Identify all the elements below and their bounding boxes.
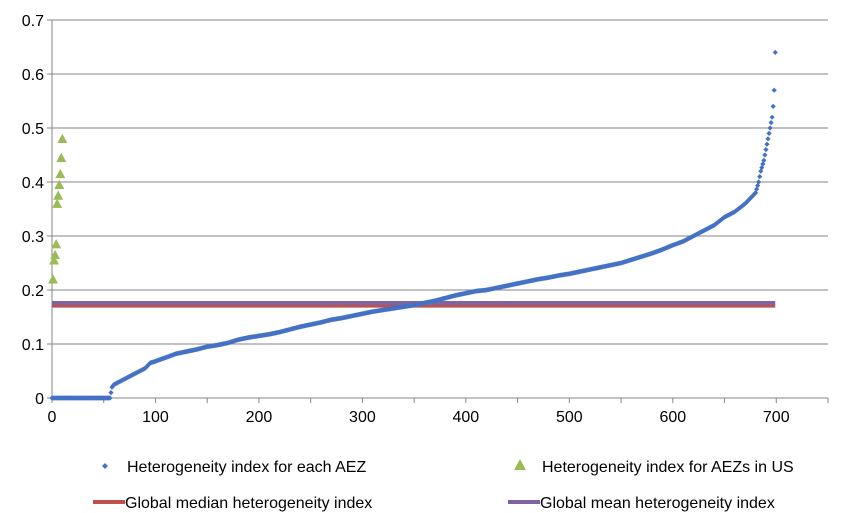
y-tick-labels: 0 0.1 0.2 0.3 0.4 0.5 0.6 0.7 [22, 13, 44, 408]
x-tick-label: 400 [453, 409, 480, 426]
legend-item: Heterogeneity index for each AEZ [102, 459, 366, 476]
data-point [771, 87, 777, 93]
x-tick-label: 100 [142, 409, 169, 426]
y-tick-label: 0.4 [22, 175, 44, 192]
y-tick-label: 0.6 [22, 67, 44, 84]
y-tick-label: 0 [35, 391, 44, 408]
legend-item: Global mean heterogeneity index [508, 495, 775, 512]
gridlines [52, 19, 828, 345]
data-point [48, 274, 59, 284]
series-aez-points [49, 49, 778, 401]
y-tick-label: 0.1 [22, 337, 44, 354]
data-point [49, 255, 60, 265]
data-point [56, 152, 67, 162]
data-point [770, 103, 776, 109]
axes [47, 19, 829, 403]
data-point [752, 190, 759, 196]
data-point [54, 179, 65, 189]
x-tick-label: 200 [246, 409, 273, 426]
legend-item: Heterogeneity index for AEZs in US [514, 459, 794, 476]
data-point [52, 198, 63, 208]
series-layer [48, 49, 778, 401]
data-point [759, 165, 765, 171]
data-point [767, 125, 773, 131]
x-tick-label: 600 [659, 409, 686, 426]
x-tick-label: 300 [349, 409, 376, 426]
data-point [762, 152, 768, 158]
y-tick-label: 0.5 [22, 121, 44, 138]
data-point [768, 120, 774, 126]
legend-label: Heterogeneity index for each AEZ [127, 459, 366, 476]
data-point [760, 161, 766, 167]
data-point [756, 179, 762, 185]
x-tick-labels: 0 100 200 300 400 500 600 700 [48, 409, 790, 426]
legend-label: Heterogeneity index for AEZs in US [542, 459, 794, 476]
legend: Heterogeneity index for each AEZ Heteroge… [93, 459, 794, 512]
legend-item: Global median heterogeneity index [93, 495, 372, 512]
data-point [772, 49, 778, 55]
legend-diamond-marker [102, 463, 108, 469]
y-tick-label: 0.7 [22, 13, 44, 30]
x-tick-label: 0 [48, 409, 57, 426]
data-point [755, 183, 761, 189]
data-point [51, 239, 62, 249]
data-point [108, 390, 114, 396]
data-point [769, 114, 775, 120]
data-point [50, 249, 61, 260]
legend-triangle-marker [514, 459, 526, 471]
data-point [57, 133, 68, 144]
data-point [764, 141, 770, 147]
data-point [757, 174, 763, 180]
data-point [766, 130, 772, 136]
data-point [55, 168, 66, 179]
data-point [765, 136, 771, 142]
legend-label: Global median heterogeneity index [125, 495, 372, 512]
y-tick-label: 0.3 [22, 229, 44, 246]
data-point [754, 186, 760, 192]
series-us-points [48, 133, 68, 284]
data-point [53, 190, 64, 200]
x-tick-label: 500 [556, 409, 583, 426]
data-point [107, 395, 113, 401]
data-point [761, 157, 767, 163]
legend-label: Global mean heterogeneity index [540, 495, 775, 512]
y-tick-label: 0.2 [22, 283, 44, 300]
data-point [763, 147, 769, 153]
x-tick-label: 700 [763, 409, 790, 426]
data-point [758, 168, 764, 174]
